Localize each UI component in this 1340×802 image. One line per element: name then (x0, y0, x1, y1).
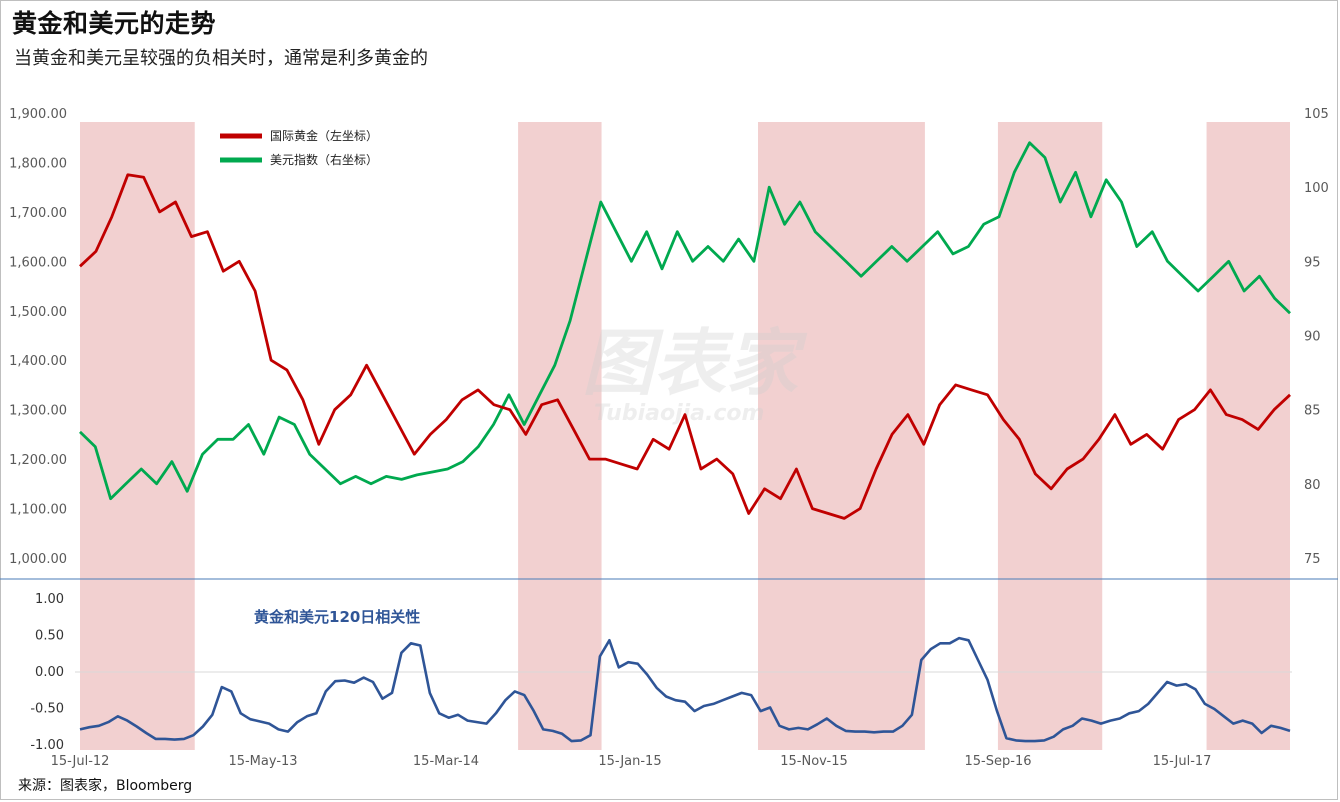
watermark: 图表家 Tubiaojia.com (582, 321, 808, 426)
left-axis-tick-label: 1,000.00 (9, 552, 67, 567)
left-axis-tick-label: 1,100.00 (9, 503, 67, 518)
x-axis-tick-label: 15-Mar-14 (413, 754, 479, 769)
corr-panel-title: 黄金和美元120日相关性 (254, 608, 420, 626)
right-axis-tick-label: 80 (1304, 478, 1321, 493)
right-axis-tick-label: 75 (1304, 552, 1321, 567)
left-axis-tick-label: 1,200.00 (9, 453, 67, 468)
corr-axis-tick-label: 0.50 (35, 629, 64, 644)
legend-gold-label: 国际黄金（左坐标） (270, 128, 378, 143)
corr-axis-ticks: 1.00 0.50 0.00 -0.50 -1.00 (30, 592, 64, 753)
legend: 国际黄金（左坐标） 美元指数（右坐标） (220, 128, 378, 167)
chart-subtitle: 当黄金和美元呈较强的负相关时，通常是利多黄金的 (14, 48, 428, 69)
shaded-period (758, 122, 925, 750)
x-axis-tick-label: 15-Jul-12 (51, 754, 110, 769)
x-axis-tick-label: 15-Jan-15 (598, 754, 661, 769)
corr-axis-tick-label: -1.00 (30, 738, 64, 753)
corr-axis-tick-label: -0.50 (30, 702, 64, 717)
left-axis-tick-label: 1,500.00 (9, 305, 67, 320)
left-axis-tick-label: 1,900.00 (9, 107, 67, 122)
right-axis-tick-label: 90 (1304, 330, 1321, 345)
left-axis-tick-label: 1,300.00 (9, 404, 67, 419)
x-axis-tick-label: 15-May-13 (228, 754, 297, 769)
right-axis-tick-label: 85 (1304, 404, 1321, 419)
shaded-period (518, 122, 602, 750)
legend-usd-label: 美元指数（右坐标） (270, 152, 378, 167)
shaded-period (80, 122, 195, 750)
x-axis-tick-label: 15-Jul-17 (1153, 754, 1212, 769)
corr-axis-tick-label: 1.00 (35, 592, 64, 607)
correlation-line (79, 636, 1291, 743)
right-axis-tick-label: 105 (1304, 107, 1329, 122)
chart-title: 黄金和美元的走势 (12, 9, 217, 38)
left-axis-tick-label: 1,400.00 (9, 354, 67, 369)
source-note: 来源：图表家，Bloomberg (18, 778, 193, 794)
x-axis-ticks: 15-Jul-12 15-May-13 15-Mar-14 15-Jan-15 15-N… (51, 754, 1212, 769)
watermark-main: 图表家 (582, 321, 808, 405)
left-axis-tick-label: 1,800.00 (9, 156, 67, 171)
left-axis-tick-label: 1,700.00 (9, 206, 67, 221)
usd-index-line (79, 141, 1291, 501)
shaded-period (997, 122, 1103, 750)
shaded-period (1206, 122, 1290, 750)
left-axis-ticks: 1,900.00 1,800.00 1,700.00 1,600.00 1,500.00… (9, 107, 67, 567)
gold-price-line (79, 173, 1291, 520)
left-axis-tick-label: 1,600.00 (9, 255, 67, 270)
x-axis-tick-label: 15-Sep-16 (965, 754, 1032, 769)
right-axis-tick-label: 95 (1304, 255, 1321, 270)
right-axis-ticks: 105 100 95 90 85 80 75 (1304, 107, 1329, 567)
right-axis-tick-label: 100 (1304, 181, 1329, 196)
watermark-sub: Tubiaojia.com (594, 401, 764, 426)
x-axis-tick-label: 15-Nov-15 (780, 754, 848, 769)
corr-axis-tick-label: 0.00 (35, 665, 64, 680)
shaded-periods (80, 122, 1290, 750)
